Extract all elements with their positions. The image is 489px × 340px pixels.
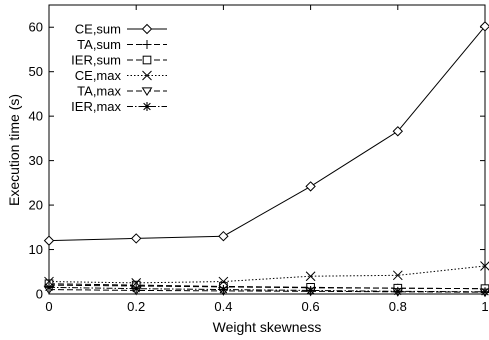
data-point	[44, 282, 54, 292]
x-tick-label: 0.6	[302, 299, 320, 314]
y-tick-label: 0	[36, 287, 43, 302]
data-point	[305, 271, 316, 282]
series-line	[48, 265, 486, 284]
data-point	[218, 285, 228, 295]
plot-area-frame	[48, 4, 486, 295]
y-tick-label: 60	[29, 20, 43, 35]
y-tick-label: 20	[29, 198, 43, 213]
x-tick-label: 0	[45, 299, 52, 314]
legend-marker	[142, 55, 152, 65]
legend-label: CE,max	[75, 68, 122, 83]
x-axis: 0 0.2 0.4 0.6 0.8 1	[45, 5, 489, 314]
y-tick-label: 50	[29, 64, 43, 79]
legend-marker	[141, 87, 153, 96]
data-point	[480, 287, 489, 297]
legend-label: TA,sum	[77, 37, 121, 52]
data-point	[218, 276, 229, 287]
data-point	[393, 286, 403, 296]
data-point	[43, 235, 55, 246]
legend-marker	[142, 40, 152, 49]
data-point	[218, 230, 229, 242]
legend-label: IER,sum	[71, 53, 121, 68]
x-tick-label: 1	[481, 299, 488, 314]
data-point	[392, 270, 403, 281]
legend-marker	[142, 70, 152, 81]
series-line	[48, 289, 486, 293]
y-axis: 0 10 20 30 40 50 60	[29, 20, 485, 302]
data-point	[480, 261, 489, 271]
series-ce-max	[44, 261, 489, 288]
y-tick-label: 10	[29, 242, 43, 257]
series-layer	[43, 21, 489, 298]
x-tick-label: 0.8	[389, 299, 407, 314]
data-point	[479, 21, 489, 32]
x-tick-label: 0.4	[214, 299, 232, 314]
data-point	[305, 181, 316, 192]
y-tick-label: 30	[29, 153, 43, 168]
data-point	[306, 285, 316, 295]
data-point	[131, 284, 141, 294]
data-point	[130, 233, 142, 244]
series-ier-max	[44, 282, 489, 297]
y-axis-title: Execution time (s)	[6, 94, 22, 206]
y-tick-label: 40	[29, 109, 43, 124]
legend-label: CE,sum	[75, 22, 121, 37]
series-ier-sum	[44, 279, 489, 293]
data-point	[392, 126, 404, 137]
x-axis-title: Weight skewness	[213, 319, 322, 335]
series-line	[48, 26, 486, 242]
series-ce-sum	[43, 21, 489, 246]
series-line	[48, 286, 486, 293]
legend-label: IER,max	[71, 99, 121, 114]
legend-marker	[142, 102, 152, 111]
series-line	[48, 283, 486, 290]
legend-label: TA,max	[77, 84, 121, 99]
x-tick-label: 0.2	[127, 299, 145, 314]
legend-marker	[141, 23, 153, 35]
